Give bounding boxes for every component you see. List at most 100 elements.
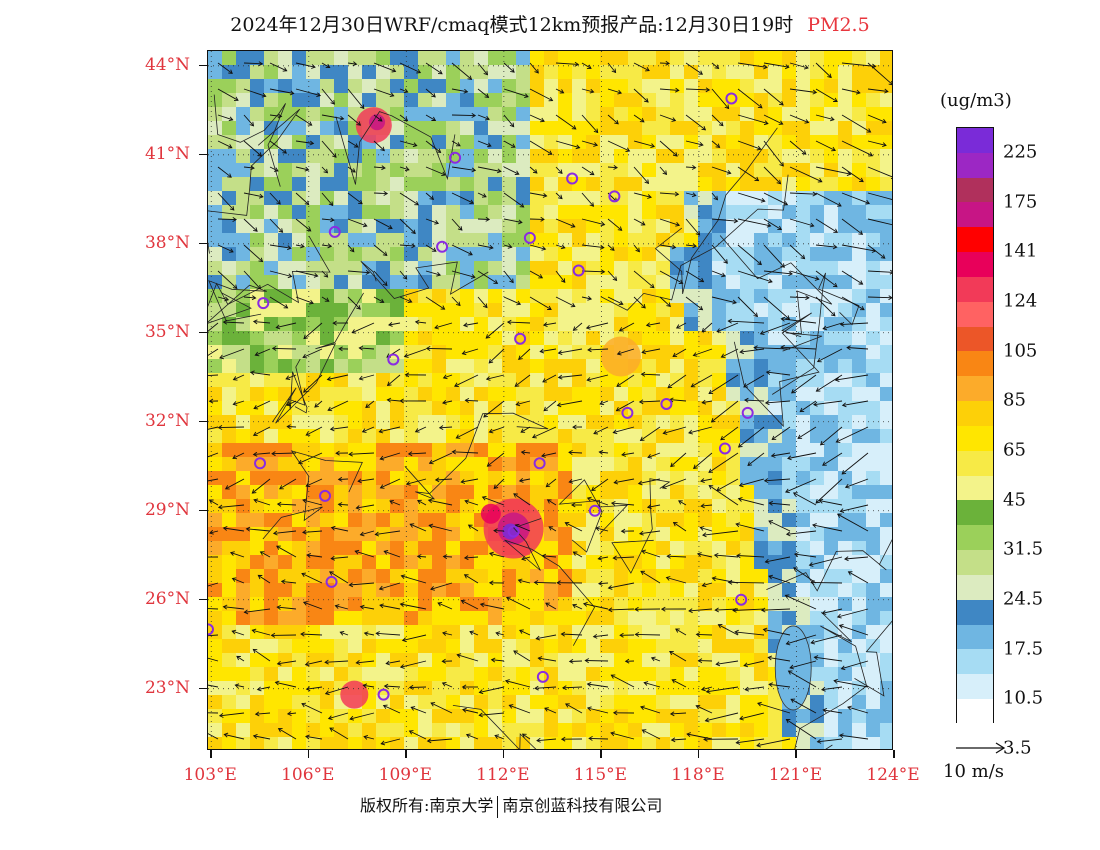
wind-arrow <box>673 522 687 532</box>
field-cell <box>446 639 460 653</box>
wind-arrow-head <box>844 556 849 562</box>
field-cell <box>432 205 446 219</box>
field-cell <box>250 709 264 723</box>
field-cell <box>320 541 334 555</box>
field-cell <box>572 653 586 667</box>
field-cell <box>684 177 698 191</box>
wind-arrow-head <box>325 63 331 69</box>
boundary-line <box>208 280 267 324</box>
field-cell <box>530 401 544 415</box>
wind-arrow <box>387 374 401 386</box>
wind-arrow <box>662 478 687 489</box>
field-cell <box>684 93 698 107</box>
field-cell <box>362 569 376 583</box>
field-cell <box>306 639 320 653</box>
field-cell <box>278 443 292 457</box>
field-cell <box>404 555 418 569</box>
field-cell <box>348 541 362 555</box>
field-cell <box>222 709 236 723</box>
field-cell <box>726 219 740 233</box>
wind-arrow <box>714 554 739 558</box>
field-cell <box>544 401 558 415</box>
field-cell <box>404 205 418 219</box>
wind-arrow <box>815 296 836 317</box>
field-cell <box>838 289 852 303</box>
wind-arrow-head <box>846 345 851 351</box>
wind-arrow <box>399 62 421 74</box>
field-cell <box>628 205 642 219</box>
field-cell <box>866 345 880 359</box>
wind-arrow-head <box>787 455 792 461</box>
field-cell <box>376 625 390 639</box>
wind-arrow-head <box>634 632 640 637</box>
field-cell <box>208 177 222 191</box>
field-cell <box>432 541 446 555</box>
field-cell <box>376 499 390 513</box>
field-cell <box>278 499 292 513</box>
field-cell <box>404 163 418 177</box>
city-marker-icon <box>328 225 341 238</box>
field-cell <box>334 135 348 149</box>
wind-arrow-head <box>565 703 570 708</box>
wind-arrow-head <box>358 345 364 351</box>
field-cell <box>390 709 404 723</box>
wind-arrow <box>529 140 553 155</box>
field-cell <box>852 373 866 387</box>
wind-arrow <box>711 114 724 127</box>
field-cell <box>236 303 250 317</box>
field-cell <box>698 429 712 443</box>
field-cell <box>488 121 502 135</box>
wind-arrow <box>815 88 838 102</box>
field-cell <box>642 121 656 135</box>
field-cell <box>278 485 292 499</box>
field-cell <box>292 191 306 205</box>
field-cell <box>460 611 474 625</box>
footer-divider <box>497 795 499 818</box>
field-cell <box>740 191 754 205</box>
wind-arrow-head <box>556 402 562 408</box>
wind-arrow <box>243 166 255 169</box>
field-cell <box>684 107 698 121</box>
field-cell <box>768 51 782 65</box>
field-cell <box>208 415 222 429</box>
field-cell <box>754 625 768 639</box>
field-cell <box>698 93 712 107</box>
wind-arrow-head <box>257 574 263 580</box>
wind-arrow <box>841 452 869 475</box>
field-cell <box>250 667 264 681</box>
field-cell <box>824 653 838 667</box>
field-cell <box>572 639 586 653</box>
city-marker-icon <box>387 353 400 366</box>
field-cell <box>404 457 418 471</box>
wind-arrow-head <box>231 629 237 635</box>
field-cell <box>600 513 614 527</box>
field-cell <box>474 653 488 667</box>
wind-arrow-head <box>430 702 436 707</box>
wind-arrow-head <box>846 171 852 177</box>
wind-arrow <box>380 452 401 460</box>
field-cell <box>642 303 656 317</box>
legend-label: 10.5 <box>1003 687 1044 709</box>
wind-arrow-head <box>785 640 791 646</box>
wind-arrow-head <box>691 192 697 198</box>
field-cell <box>334 555 348 569</box>
field-cell <box>740 415 754 429</box>
field-cell <box>236 331 250 345</box>
wind-arrow-head <box>276 501 282 507</box>
field-cell <box>334 653 348 667</box>
field-cell <box>614 303 628 317</box>
field-cell <box>222 233 236 247</box>
field-cell <box>670 611 684 625</box>
field-cell <box>432 499 446 513</box>
wind-arrow-head <box>641 349 647 355</box>
field-cell <box>824 639 838 653</box>
wind-arrow <box>799 400 817 412</box>
field-cell <box>334 667 348 681</box>
field-cell <box>362 93 376 107</box>
wind-arrow <box>442 632 453 636</box>
field-cell <box>306 135 320 149</box>
field-cell <box>306 289 320 303</box>
wind-arrow-head <box>378 585 384 591</box>
wind-arrow-head <box>277 728 283 733</box>
field-cell <box>768 443 782 457</box>
